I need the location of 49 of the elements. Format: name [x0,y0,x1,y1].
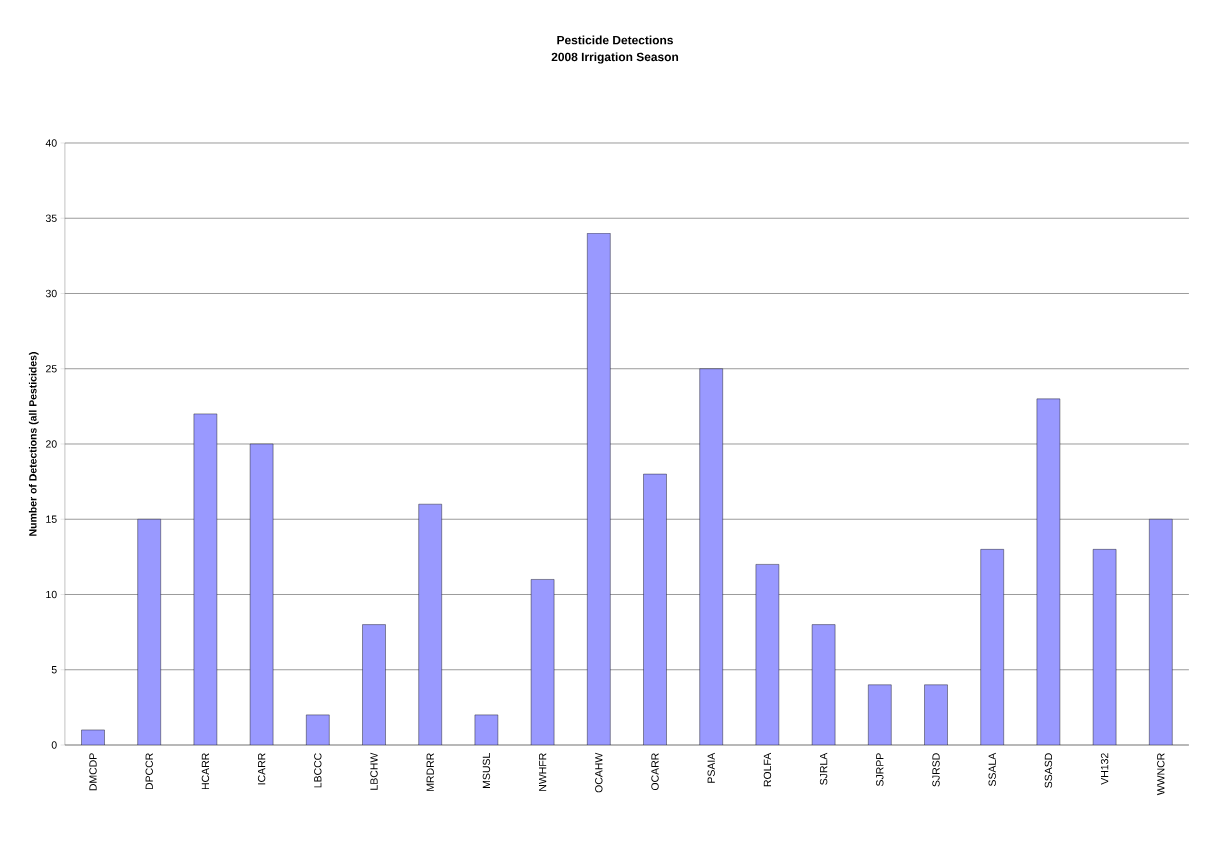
bar [530,579,555,745]
bar [249,443,274,745]
x-tick-label: DMCDP [89,753,97,791]
x-tick-label: DPCCR [145,753,153,790]
chart-title: Pesticide Detections [557,35,673,45]
x-tick-label: SJRPP [876,753,884,787]
chart-subtitle: 2008 Irrigation Season [551,52,679,64]
bar [587,233,611,745]
bar [362,624,386,745]
y-tick-label: 15 [46,515,57,523]
y-tick-label: 20 [46,440,57,448]
bar [643,473,667,745]
x-tick-label: ICARR [257,753,266,785]
x-tick-label: PSAIA [707,752,715,783]
x-tick-label: MRDRR [426,753,434,791]
x-tick-label: OCAHW [595,752,603,793]
x-tick-label: SJRLA [819,752,828,785]
x-tick-label: MSUSL [482,753,491,788]
bar [868,684,892,745]
x-tick-label: WWNCR [1157,753,1165,796]
bar [811,624,836,745]
y-tick-label: 10 [46,590,57,599]
x-tick-label: SSASD [1044,753,1053,788]
x-tick-label: OCARR [651,753,659,791]
y-axis-title: Number of Detections (all Pesticides) [28,352,39,536]
x-tick-label: ROLFA [763,752,772,787]
bar [980,549,1004,745]
y-tick-label: 5 [51,666,57,674]
bar [755,564,780,745]
x-tick-label: LBCCC [314,753,322,788]
y-tick-label: 25 [46,365,57,373]
bar [699,368,723,745]
bar [193,413,218,745]
bar [1092,549,1117,745]
bar [418,504,442,745]
y-tick-label: 0 [51,741,57,749]
x-tick-label: LBCHW [370,752,378,790]
x-tick-label: NWHFR [539,753,547,791]
bar [1036,398,1061,745]
x-tick-label: SSALA [988,752,996,787]
x-tick-label: HCARR [201,753,210,790]
y-tick-label: 35 [45,214,57,222]
bar [137,519,161,745]
bar [924,684,948,745]
y-tick-label: 40 [45,139,57,147]
bar [1149,519,1173,745]
y-tick-label: 30 [45,289,57,298]
x-tick-label: VH132 [1100,753,1109,785]
x-tick-label: SJRSD [932,753,940,787]
